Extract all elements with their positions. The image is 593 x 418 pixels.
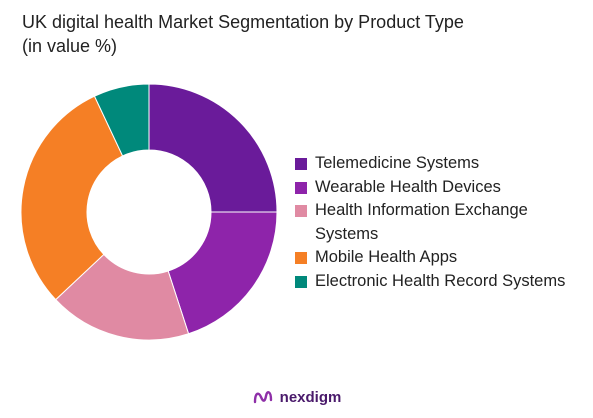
legend-label-3: Mobile Health Apps (315, 248, 458, 266)
donut-slice-4 (93, 83, 150, 157)
donut-slice-2 (54, 253, 190, 341)
legend-swatch-0 (295, 158, 307, 170)
legend-label-2: Health Information Exchange Systems (315, 201, 528, 243)
chart-legend: Telemedicine Systems Wearable Health Devi… (295, 152, 585, 293)
legend-item-2: Health Information Exchange Systems (295, 199, 585, 246)
legend-item-4: Electronic Health Record Systems (295, 270, 585, 294)
legend-label-0: Telemedicine Systems (315, 154, 480, 172)
legend-swatch-4 (295, 275, 307, 288)
legend-swatch-1 (295, 181, 307, 194)
donut-slice-0 (148, 83, 278, 213)
legend-label-4: Electronic Health Record Systems (315, 271, 566, 290)
donut-slice-1 (167, 211, 278, 335)
legend-item-0: Telemedicine Systems (295, 152, 585, 176)
legend-item-1: Wearable Health Devices (295, 176, 585, 200)
chart-title-line-2: (in value %) (22, 36, 118, 56)
chart-title-line-1: UK digital health Market Segmentation by… (22, 12, 464, 32)
donut-chart (20, 83, 278, 341)
nexdigm-logo-icon (253, 391, 272, 404)
legend-item-3: Mobile Health Apps (295, 246, 585, 270)
legend-label-1: Wearable Health Devices (315, 177, 501, 196)
donut-slice-3 (20, 95, 124, 301)
chart-title: UK digital health Market Segmentation by… (22, 10, 582, 58)
legend-swatch-2 (295, 205, 307, 217)
footer-brand: nexdigm (0, 383, 593, 411)
brand-name: nexdigm (279, 388, 342, 406)
legend-swatch-3 (295, 252, 307, 264)
